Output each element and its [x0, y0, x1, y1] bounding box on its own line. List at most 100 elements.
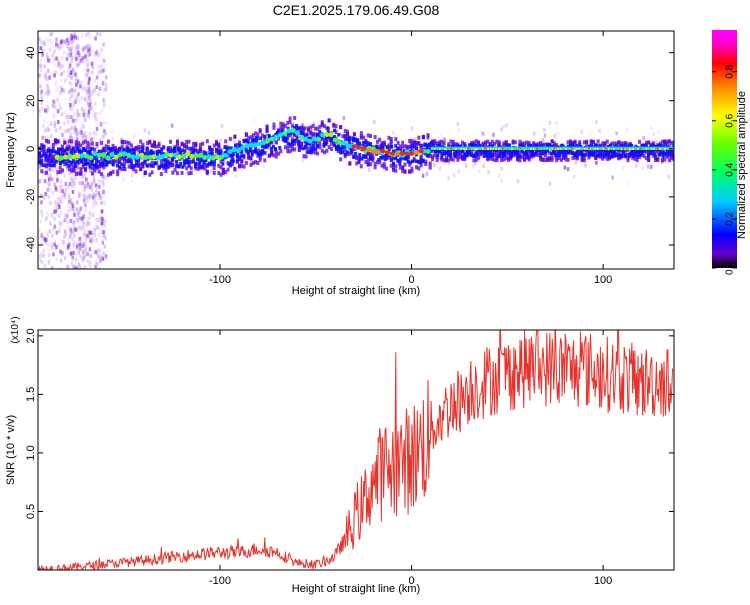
spectrogram-noise	[82, 96, 86, 101]
spectrogram-halo	[304, 154, 308, 159]
spectrogram-noise	[56, 197, 59, 202]
spectrogram-noise	[76, 79, 80, 84]
spectrogram-noise	[301, 123, 304, 128]
spectrogram-noise	[79, 58, 83, 63]
spectrogram-peak	[320, 132, 326, 138]
spectrogram-noise	[67, 46, 70, 51]
spectrogram-noise	[62, 88, 66, 93]
spectrogram-noise	[71, 253, 74, 258]
spectrogram-band	[474, 143, 478, 148]
spectrogram-band	[556, 151, 560, 155]
spectrogram-halo	[120, 139, 124, 144]
spectrogram-band	[613, 144, 617, 149]
spectrogram-noise	[52, 227, 55, 232]
spectrogram-band	[111, 162, 115, 167]
spectrogram-band	[516, 154, 520, 158]
spectrogram-halo	[38, 157, 41, 162]
spectrogram-noise	[101, 221, 105, 226]
spectrogram-noise	[53, 123, 57, 128]
spectrogram-noise	[70, 86, 74, 91]
spectrogram-halo	[520, 141, 524, 146]
spectrogram-noise	[40, 57, 43, 62]
spectrogram-halo	[589, 139, 593, 144]
spectrogram-noise	[88, 195, 92, 200]
spectrogram-noise	[98, 179, 102, 184]
spectrogram-noise	[81, 181, 84, 186]
spectrogram-noise	[91, 136, 94, 141]
spectrogram-band	[375, 144, 379, 149]
spectrogram-noise	[557, 131, 560, 136]
spectrogram-halo	[670, 156, 674, 161]
spectrogram-halo	[619, 148, 623, 153]
spectrogram-halo	[136, 161, 140, 166]
spectrogram-noise	[82, 212, 86, 217]
spectrogram-noise	[101, 108, 104, 113]
spectrogram-halo	[120, 167, 124, 172]
spectrogram-halo	[182, 144, 186, 149]
spectrogram-halo	[410, 166, 414, 171]
spectrogram-halo	[672, 155, 674, 160]
spectrogram-noise	[41, 52, 45, 57]
spectrogram-noise	[63, 229, 67, 234]
spectrogram-noise	[43, 64, 46, 69]
spectrogram-noise	[72, 251, 75, 256]
spectrogram-halo	[362, 144, 366, 149]
spectrogram-band	[558, 154, 562, 158]
spectrogram-noise	[427, 167, 430, 172]
spectrogram-band	[204, 151, 208, 155]
spectrogram-halo	[134, 146, 138, 151]
spectrogram-halo	[619, 141, 623, 146]
spectrogram-noise	[43, 136, 47, 141]
spectrogram-halo	[162, 165, 166, 170]
spectrogram-noise	[89, 48, 92, 53]
spectrogram-noise	[66, 52, 69, 57]
spectrogram-noise	[66, 213, 69, 218]
spectrogram-noise	[73, 127, 76, 132]
spectrogram-band	[282, 135, 286, 139]
spectrogram-noise	[78, 242, 81, 247]
spectrogram-noise	[80, 58, 83, 63]
spectrogram-halo	[228, 136, 232, 141]
spectrogram-band	[177, 164, 181, 169]
spectrogram-noise	[143, 128, 147, 133]
spectrogram-peak	[117, 152, 123, 158]
spectrogram-noise	[54, 200, 57, 205]
spectrogram-band	[179, 150, 183, 154]
spectrogram-halo	[88, 146, 92, 151]
spectrogram-band	[657, 153, 661, 157]
spectrogram-noise	[45, 83, 49, 88]
spectrogram-halo	[83, 167, 87, 172]
spectrogram-band	[602, 153, 606, 158]
spectrogram-halo	[265, 128, 269, 133]
spectrogram-noise	[55, 245, 58, 250]
spectrogram-noise	[75, 51, 78, 56]
spectrogram-max	[375, 149, 381, 154]
spectrogram-band	[56, 147, 60, 151]
spectrogram-band	[208, 147, 212, 151]
spectrogram-core	[520, 146, 523, 150]
spectrogram-band	[90, 147, 94, 151]
spectrogram-noise	[86, 72, 89, 77]
spectrogram-peak	[256, 141, 263, 147]
spectrogram-noise	[69, 170, 72, 175]
spectrogram-noise	[54, 185, 57, 190]
spectrogram-band	[126, 146, 130, 150]
spectrogram-halo	[258, 155, 262, 160]
spectrogram-halo	[603, 141, 607, 146]
spectrogram-halo	[663, 157, 667, 162]
spectrogram-band	[552, 147, 556, 152]
spectrogram-halo	[644, 142, 648, 147]
spectrogram-noise	[74, 175, 77, 180]
spectrogram-halo	[134, 169, 138, 174]
spectrogram-noise	[88, 48, 92, 53]
spectrogram-halo	[442, 158, 446, 163]
spectrogram-halo	[313, 126, 317, 131]
spectrogram-noise	[79, 206, 83, 211]
spectrogram-noise	[61, 132, 64, 137]
spectrogram-noise	[457, 128, 460, 133]
spectrogram-noise	[51, 168, 54, 173]
spectrogram-halo	[295, 139, 299, 144]
spectrogram-halo	[150, 161, 154, 166]
spectrogram-halo	[603, 144, 607, 149]
spectrogram-noise	[47, 260, 50, 265]
